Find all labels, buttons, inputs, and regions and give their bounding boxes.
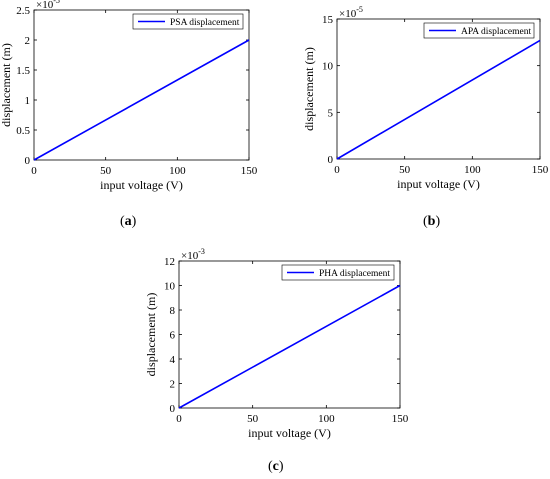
x-tick-label: 100 [169, 165, 186, 177]
legend-label: PSA displacement [170, 18, 240, 28]
plot-area [336, 18, 541, 160]
series-line [178, 284, 401, 409]
legend-label: APA displacement [461, 27, 531, 37]
x-tick-label: 0 [334, 164, 340, 176]
y-axis-label: displacement (m) [0, 43, 13, 127]
x-tick-label: 150 [392, 413, 409, 425]
y-tick-label: 1 [25, 95, 31, 107]
legend-label: PHA displacement [319, 269, 390, 279]
y-tick-label: 4 [170, 354, 176, 366]
series-line [33, 39, 250, 161]
x-axis-label: input voltage (V) [100, 178, 183, 192]
y-exponent-label: ×10-5 [339, 5, 363, 20]
x-tick-label: 50 [247, 413, 259, 425]
y-tick-label: 1.5 [16, 65, 30, 77]
y-tick-label: 15 [322, 14, 334, 26]
legend-box [423, 22, 535, 39]
x-tick-label: 150 [532, 164, 549, 176]
y-tick-label: 0.5 [16, 125, 30, 137]
y-tick-label: 2 [25, 35, 31, 47]
x-tick-label: 50 [399, 164, 411, 176]
y-axis-label: displacement (m) [302, 47, 316, 131]
caption-b: (b) [423, 214, 441, 229]
x-axis-label: input voltage (V) [248, 426, 331, 440]
y-tick-label: 0 [328, 154, 334, 166]
y-tick-label: 5 [328, 107, 334, 119]
y-tick-label: 10 [322, 61, 334, 73]
caption-a: (a) [120, 214, 137, 229]
y-tick-label: 10 [164, 281, 176, 293]
legend-box [281, 264, 395, 281]
x-tick-label: 100 [318, 413, 335, 425]
y-axis-label: displacement (m) [144, 293, 158, 377]
series-line [336, 39, 541, 160]
y-exponent-label: ×10-3 [181, 247, 205, 262]
plot-area [178, 260, 401, 409]
y-tick-label: 2 [170, 379, 176, 391]
y-exponent-label: ×10-5 [36, 0, 60, 11]
caption-c: (c) [268, 459, 284, 474]
x-tick-label: 150 [241, 165, 258, 177]
y-tick-label: 0 [25, 155, 31, 167]
legend-box [132, 13, 244, 30]
x-tick-label: 0 [176, 413, 182, 425]
plot-area [33, 9, 250, 161]
y-tick-label: 6 [170, 330, 176, 342]
x-axis-label: input voltage (V) [397, 177, 480, 191]
y-tick-label: 12 [164, 256, 175, 268]
y-tick-label: 0 [170, 403, 176, 415]
y-tick-label: 2.5 [16, 5, 30, 17]
y-tick-label: 8 [170, 305, 176, 317]
chart-apa: 0 50 100 150 0 5 10 15 ×10-5 input voltage (V) dis… [302, 5, 549, 191]
chart-psa: 0 50 100 150 0 0.5 1 1.5 2 2.5 ×10-5 input voltage … [0, 0, 258, 192]
x-tick-label: 0 [31, 165, 37, 177]
chart-pha: 0 50 100 150 0 2 4 6 8 10 12 ×10-3 input voltage (V)… [144, 247, 409, 440]
x-tick-label: 100 [464, 164, 481, 176]
x-tick-label: 50 [100, 165, 112, 177]
